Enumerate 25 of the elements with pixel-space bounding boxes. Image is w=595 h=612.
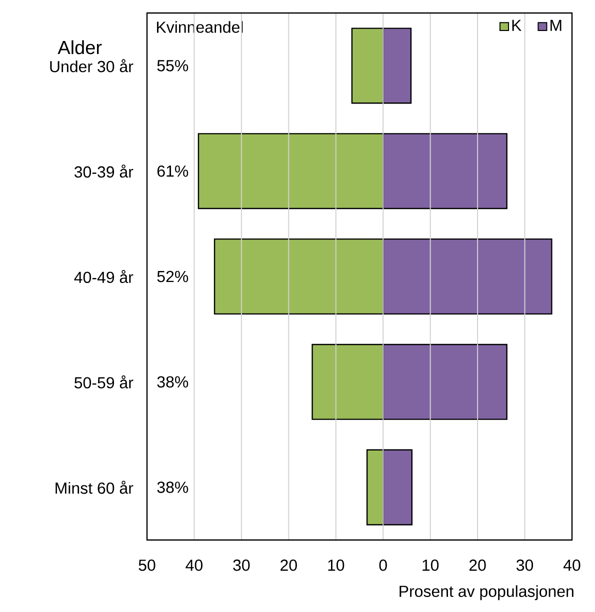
y-tick-label: Minst 60 år — [56, 480, 134, 494]
x-tick-label: 40 — [563, 560, 580, 571]
y-tick-label: Under 30 år — [50, 59, 134, 72]
x-tick-label: 50 — [138, 560, 156, 571]
y-tick-label: 50-59 år — [74, 375, 134, 388]
legend-label: M — [550, 20, 562, 31]
legend-label: K — [512, 20, 522, 31]
x-tick-label: 20 — [280, 560, 297, 571]
x-axis-title: Prosent av populasjonen — [400, 585, 574, 600]
x-tick-label: 10 — [328, 560, 344, 571]
annotation: 38% — [157, 482, 188, 493]
annotation: 52% — [157, 270, 188, 282]
y-tick-label: 40-49 år — [74, 270, 134, 284]
x-tick-label: 40 — [186, 560, 202, 571]
x-tick-label: 30 — [233, 560, 250, 571]
annotation: 61% — [157, 165, 188, 177]
y-axis-title: Alder — [58, 40, 102, 54]
annotation: 38% — [157, 376, 188, 388]
x-tick-label: 10 — [422, 560, 439, 571]
annotation: 55% — [157, 60, 188, 72]
x-tick-label: 20 — [469, 560, 486, 571]
annotation: Kvinneandel — [157, 21, 243, 33]
y-tick-label: 30-39 år — [74, 164, 134, 178]
x-tick-label: 0 — [379, 560, 387, 571]
x-tick-label: 30 — [516, 560, 534, 571]
